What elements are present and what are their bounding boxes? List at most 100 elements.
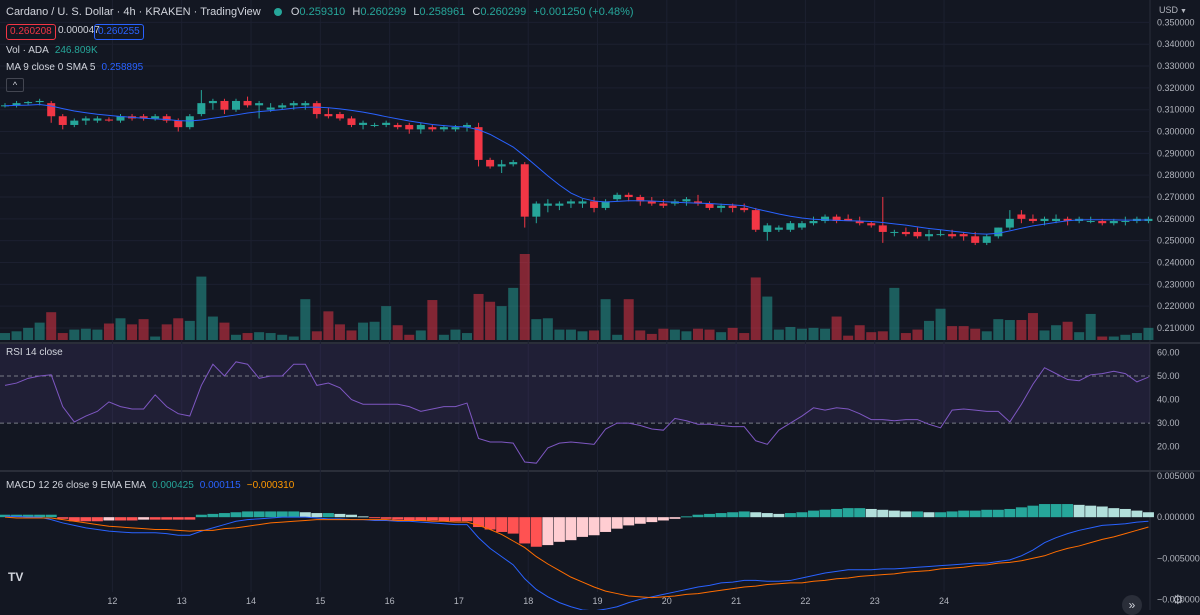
candle-body <box>867 223 876 226</box>
candle-body <box>509 162 518 165</box>
macd-histogram-bar <box>57 517 69 519</box>
macd-legend[interactable]: MACD 12 26 close 9 EMA EMA 0.000425 0.0001… <box>6 480 295 491</box>
macd-histogram-bar <box>831 508 843 518</box>
chart-header: Cardano / U. S. Dollar · 4h · KRAKEN · T… <box>6 5 638 19</box>
candle-body <box>1086 221 1095 223</box>
tradingview-logo-icon[interactable]: TV <box>8 570 24 584</box>
volume-bar <box>808 327 819 340</box>
candle-body <box>359 122 368 125</box>
candle-body <box>405 124 414 130</box>
candle-body <box>1121 221 1130 223</box>
time-tick-label: 14 <box>246 596 256 606</box>
currency-selector[interactable]: USD ▼ <box>1159 5 1187 15</box>
volume-bar <box>46 312 57 340</box>
volume-bar <box>658 328 669 340</box>
volume-bar <box>912 329 923 340</box>
volume-bar <box>993 319 1004 340</box>
candle-body <box>312 103 321 115</box>
rsi-legend[interactable]: RSI 14 close <box>6 347 63 358</box>
macd-histogram-bar <box>946 511 958 518</box>
volume-bar <box>69 329 80 340</box>
buy-price-button[interactable]: 0.260255 <box>94 24 144 40</box>
macd-histogram-bar <box>750 512 762 518</box>
macd-histogram-bar <box>1108 508 1120 518</box>
volume-bar <box>612 334 623 340</box>
candle-body <box>289 103 298 106</box>
change-value: +0.001250 (+0.48%) <box>533 6 634 18</box>
macd-histogram-bar <box>484 517 496 530</box>
price-tick-label: 0.250000 <box>1157 236 1195 246</box>
volume-bar <box>958 326 969 340</box>
volume-bar <box>773 329 784 340</box>
macd-histogram-bar <box>865 508 877 518</box>
price-tick-label: 0.240000 <box>1157 258 1195 268</box>
volume-bar <box>184 320 195 340</box>
candle-body <box>58 116 67 125</box>
volume-bar <box>103 323 114 340</box>
macd-histogram-bar <box>311 513 323 518</box>
candle-body <box>636 197 645 202</box>
volume-bar <box>1051 325 1062 340</box>
macd-histogram-bar <box>68 517 80 522</box>
ma-legend[interactable]: MA 9 close 0 SMA 5 0.258895 <box>6 62 144 73</box>
macd-histogram-bar <box>842 508 854 518</box>
symbol-title[interactable]: Cardano / U. S. Dollar · 4h · KRAKEN · T… <box>6 6 261 18</box>
volume-bar <box>334 324 345 340</box>
macd-histogram-bar <box>981 509 993 518</box>
candle-body <box>925 234 933 237</box>
volume-bar <box>358 322 369 340</box>
macd-histogram-bar <box>357 516 369 518</box>
volume-bar <box>750 277 761 340</box>
settings-gear-icon[interactable]: ⚙ <box>1172 592 1184 607</box>
macd-histogram-bar <box>761 513 773 518</box>
candle-body <box>1109 221 1118 224</box>
candle-body <box>220 100 229 110</box>
candle-body <box>139 116 148 119</box>
macd-histogram-bar <box>1142 512 1154 518</box>
macd-histogram-bar <box>195 514 207 518</box>
macd-histogram-bar <box>1096 506 1108 518</box>
candle-body <box>93 118 102 121</box>
volume-bar <box>150 336 161 340</box>
volume-bar <box>381 306 392 340</box>
macd-histogram-bar <box>911 511 923 518</box>
candle-body <box>682 199 691 202</box>
candle-body <box>266 107 275 110</box>
volume-bar <box>346 330 357 340</box>
macd-histogram-bar <box>334 513 346 518</box>
price-tick-label: 0.330000 <box>1157 61 1195 71</box>
price-tick-label: 0.290000 <box>1157 148 1195 158</box>
candle-body <box>590 201 599 208</box>
time-tick-label: 17 <box>454 596 464 606</box>
macd-histogram-bar <box>1015 507 1027 518</box>
macd-histogram-bar <box>958 510 970 518</box>
open-value: 0.259310 <box>299 6 346 18</box>
candle-body <box>566 201 575 204</box>
macd-histogram-bar <box>322 513 334 518</box>
collapse-legend-button[interactable]: ^ <box>6 78 24 92</box>
scroll-to-latest-button[interactable]: » <box>1122 595 1142 615</box>
macd-histogram-bar <box>808 510 819 518</box>
volume-bar <box>404 334 415 340</box>
time-tick-label: 15 <box>315 596 325 606</box>
sell-price-button[interactable]: 0.260208 <box>6 24 56 40</box>
macd-tick-label: 0.005000 <box>1157 471 1195 481</box>
volume-bar <box>727 327 738 340</box>
volume-legend[interactable]: Vol · ADA 246.809K <box>6 45 98 56</box>
macd-histogram-bar <box>115 517 126 521</box>
candle-body <box>35 100 44 103</box>
time-tick-label: 20 <box>662 596 672 606</box>
macd-histogram-bar <box>1004 508 1016 518</box>
macd-histogram-bar <box>773 513 785 518</box>
candle-body <box>786 223 795 230</box>
macd-histogram-bar <box>796 512 808 518</box>
volume-bar <box>981 331 992 340</box>
volume-bar <box>623 299 634 340</box>
candle-body <box>1028 218 1037 222</box>
volume-bar <box>115 318 126 340</box>
time-tick-label: 21 <box>731 596 741 606</box>
macd-histogram-bar <box>380 517 392 519</box>
macd-histogram-bar <box>346 514 357 518</box>
macd-histogram-bar <box>542 517 554 546</box>
